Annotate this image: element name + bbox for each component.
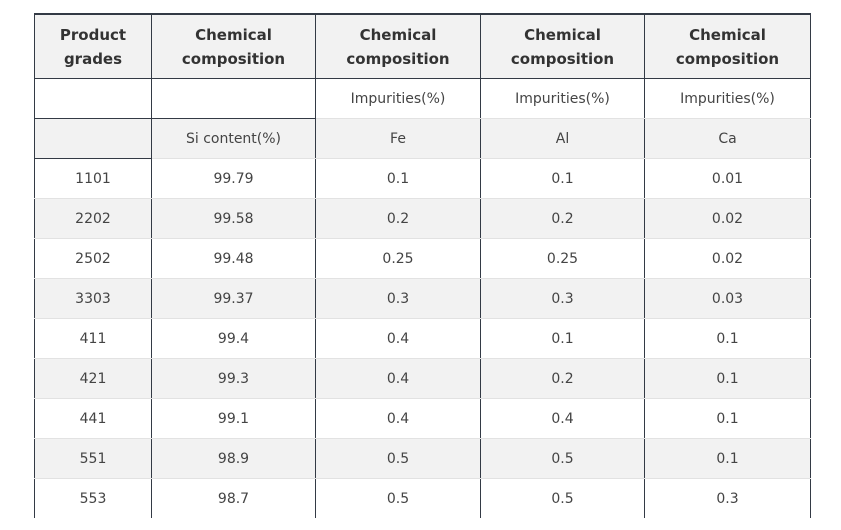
- header-cell-product-grades: Product grades: [34, 13, 152, 79]
- table-cell: 0.1: [644, 318, 811, 359]
- composition-table: Product grades Chemical composition Chem…: [34, 13, 811, 518]
- table-cell: 0.5: [315, 478, 481, 518]
- header-row: Product grades Chemical composition Chem…: [34, 13, 811, 79]
- table-cell: 99.48: [151, 238, 316, 279]
- table-row: 2202 99.58 0.2 0.2 0.02: [34, 198, 811, 239]
- table-cell: 0.3: [480, 278, 645, 319]
- table-cell: 0.2: [480, 198, 645, 239]
- subheader-cell: [34, 118, 152, 159]
- table-cell: 0.1: [644, 438, 811, 479]
- header-cell-chemical-composition: Chemical composition: [480, 13, 645, 79]
- header-line: Chemical: [689, 25, 766, 44]
- table-row: 1101 99.79 0.1 0.1 0.01: [34, 158, 811, 199]
- subheader-cell: Impurities(%): [480, 78, 645, 119]
- subheader-row-impurities: Impurities(%) Impurities(%) Impurities(%…: [34, 78, 811, 119]
- table-cell: 0.01: [644, 158, 811, 199]
- table-cell: 99.37: [151, 278, 316, 319]
- subheader-row-elements: Si content(%) Fe Al Ca: [34, 118, 811, 159]
- table-row: 2502 99.48 0.25 0.25 0.02: [34, 238, 811, 279]
- subheader-cell: Al: [480, 118, 645, 159]
- table-cell: 0.02: [644, 198, 811, 239]
- table-cell: 99.79: [151, 158, 316, 199]
- table-cell: 99.58: [151, 198, 316, 239]
- table-cell: 0.3: [315, 278, 481, 319]
- header-cell-chemical-composition: Chemical composition: [151, 13, 316, 79]
- table-cell: 0.5: [480, 438, 645, 479]
- header-line: composition: [675, 49, 780, 68]
- table-cell: 2502: [34, 238, 152, 279]
- table-cell: 0.25: [480, 238, 645, 279]
- header-line: Product: [59, 25, 127, 44]
- subheader-cell: Ca: [644, 118, 811, 159]
- subheader-cell: Impurities(%): [315, 78, 481, 119]
- subheader-cell: Fe: [315, 118, 481, 159]
- table-cell: 99.3: [151, 358, 316, 399]
- table-cell: 0.5: [315, 438, 481, 479]
- table-cell: 99.1: [151, 398, 316, 439]
- table-cell: 551: [34, 438, 152, 479]
- header-line: Chemical: [195, 25, 272, 44]
- table-cell: 99.4: [151, 318, 316, 359]
- header-cell-chemical-composition: Chemical composition: [644, 13, 811, 79]
- subheader-cell: Si content(%): [151, 118, 316, 159]
- subheader-cell: [34, 78, 152, 119]
- table-cell: 2202: [34, 198, 152, 239]
- table-row: 421 99.3 0.4 0.2 0.1: [34, 358, 811, 399]
- table-cell: 0.1: [644, 398, 811, 439]
- table-cell: 98.9: [151, 438, 316, 479]
- table-cell: 421: [34, 358, 152, 399]
- subheader-cell: [151, 78, 316, 119]
- table-cell: 0.4: [315, 398, 481, 439]
- table-row: 3303 99.37 0.3 0.3 0.03: [34, 278, 811, 319]
- table-cell: 411: [34, 318, 152, 359]
- table-cell: 0.1: [644, 358, 811, 399]
- header-line: composition: [510, 49, 615, 68]
- table-cell: 98.7: [151, 478, 316, 518]
- table-row: 553 98.7 0.5 0.5 0.3: [34, 478, 811, 518]
- table-cell: 0.4: [315, 358, 481, 399]
- table-row: 441 99.1 0.4 0.4 0.1: [34, 398, 811, 439]
- table-cell: 553: [34, 478, 152, 518]
- table-cell: 0.03: [644, 278, 811, 319]
- table-cell: 441: [34, 398, 152, 439]
- table-cell: 0.2: [480, 358, 645, 399]
- table-row: 411 99.4 0.4 0.1 0.1: [34, 318, 811, 359]
- header-line: Chemical: [524, 25, 601, 44]
- table-cell: 0.1: [315, 158, 481, 199]
- header-line: grades: [63, 49, 123, 68]
- table-cell: 0.4: [480, 398, 645, 439]
- table-cell: 3303: [34, 278, 152, 319]
- subheader-cell: Impurities(%): [644, 78, 811, 119]
- header-line: composition: [181, 49, 286, 68]
- table-cell: 0.1: [480, 158, 645, 199]
- header-line: composition: [346, 49, 450, 68]
- header-cell-chemical-composition: Chemical composition: [315, 13, 481, 79]
- table-cell: 1101: [34, 158, 152, 199]
- table-cell: 0.4: [315, 318, 481, 359]
- header-line: Chemical: [359, 25, 437, 44]
- table-cell: 0.2: [315, 198, 481, 239]
- table-cell: 0.1: [480, 318, 645, 359]
- table-head: Product grades Chemical composition Chem…: [34, 13, 811, 79]
- table-cell: 0.3: [644, 478, 811, 518]
- table-cell: 0.02: [644, 238, 811, 279]
- composition-table-container: Product grades Chemical composition Chem…: [34, 13, 811, 518]
- table-cell: 0.25: [315, 238, 481, 279]
- table-cell: 0.5: [480, 478, 645, 518]
- table-row: 551 98.9 0.5 0.5 0.1: [34, 438, 811, 479]
- table-body: Impurities(%) Impurities(%) Impurities(%…: [34, 78, 811, 518]
